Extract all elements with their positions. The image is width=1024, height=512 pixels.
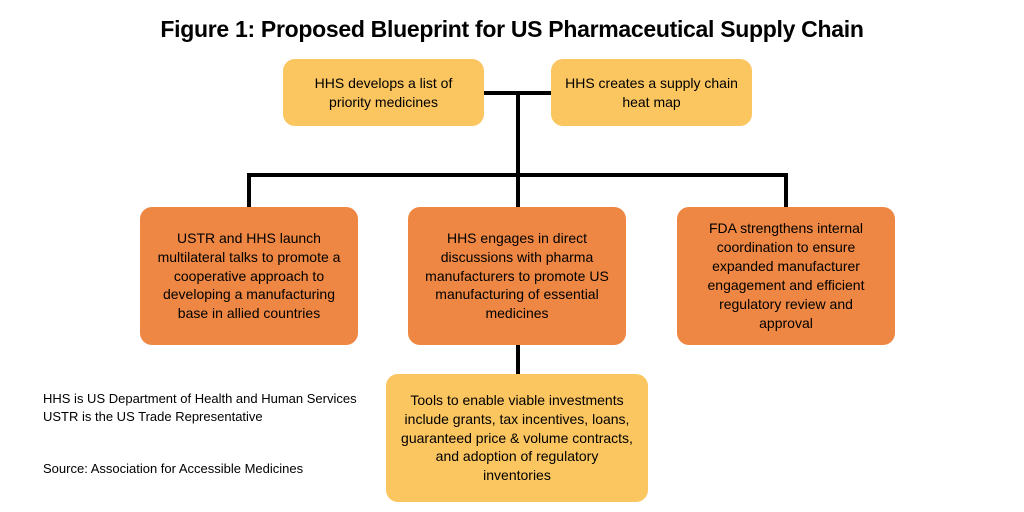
edge-top-to-bus bbox=[516, 95, 520, 173]
footnote-definitions: HHS is US Department of Health and Human… bbox=[43, 390, 357, 425]
edge-bus-to-center bbox=[516, 173, 520, 207]
node-mid-left: USTR and HHS launch multilateral talks t… bbox=[140, 207, 358, 345]
flowchart-canvas: Figure 1: Proposed Blueprint for US Phar… bbox=[0, 0, 1024, 512]
edge-bus-to-right bbox=[784, 173, 788, 207]
edge-center-to-bottom bbox=[516, 345, 520, 374]
footnote-source: Source: Association for Accessible Medic… bbox=[43, 460, 303, 478]
node-top-right: HHS creates a supply chain heat map bbox=[551, 59, 752, 126]
figure-title: Figure 1: Proposed Blueprint for US Phar… bbox=[0, 16, 1024, 43]
node-mid-right: FDA strengthens internal coordination to… bbox=[677, 207, 895, 345]
node-top-left: HHS develops a list of priority medicine… bbox=[283, 59, 484, 126]
node-mid-center: HHS engages in direct discussions with p… bbox=[408, 207, 626, 345]
edge-bus-to-left bbox=[247, 173, 251, 207]
footnote-defs-line2: USTR is the US Trade Representative bbox=[43, 408, 357, 426]
node-bottom: Tools to enable viable investments inclu… bbox=[386, 374, 648, 502]
footnote-defs-line1: HHS is US Department of Health and Human… bbox=[43, 390, 357, 408]
